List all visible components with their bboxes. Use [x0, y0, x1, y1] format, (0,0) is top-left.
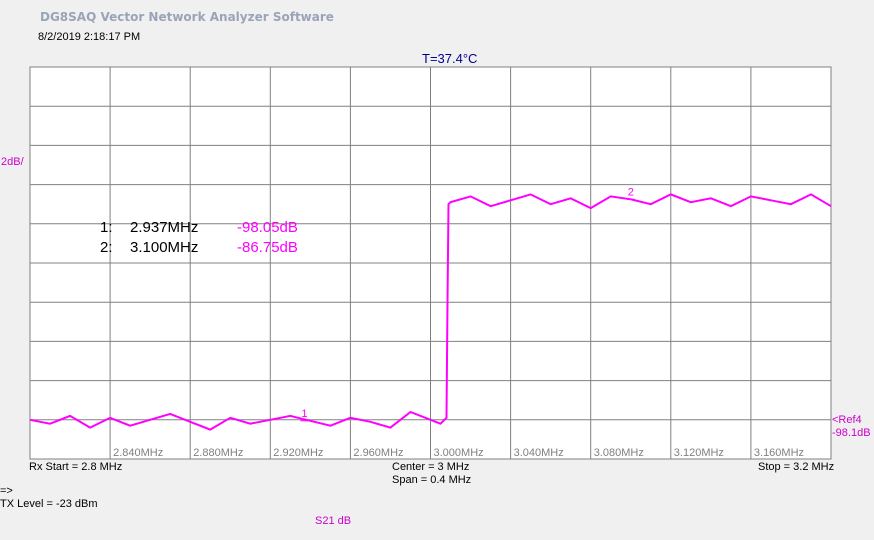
ref-label: <Ref4 [832, 414, 862, 426]
command-prompt[interactable]: => [0, 485, 13, 497]
x-tick-label: 2.840MHz [113, 447, 163, 459]
temperature-readout: T=37.4°C [422, 51, 478, 66]
plot-grid [30, 67, 831, 459]
s21-trace [29, 193, 832, 431]
marker-label: 1 [301, 408, 307, 420]
rx-start-label: Rx Start = 2.8 MHz [29, 461, 123, 473]
stop-label: Stop = 3.2 MHz [758, 461, 835, 473]
timestamp: 8/2/2019 2:18:17 PM [38, 31, 141, 43]
marker-value: -86.75dB [237, 239, 298, 256]
x-tick-label: 3.000MHz [434, 447, 484, 459]
x-tick-label: 2.920MHz [273, 447, 323, 459]
center-label: Center = 3 MHz [392, 461, 470, 473]
app-title: DG8SAQ Vector Network Analyzer Software [40, 10, 334, 24]
marker-frequency: 3.100MHz [130, 239, 198, 256]
marker-index: 2: [100, 239, 113, 256]
markers: 12 [300, 186, 635, 422]
x-tick-labels: 2.840MHz 2.880MHz 2.920MHz 2.960MHz 3.000MHz… [113, 447, 804, 459]
tx-level-label: TX Level = -23 dBm [0, 498, 98, 510]
trace-label: S21 dB [315, 515, 352, 527]
reference-label: <Ref4 -98.1dB [832, 414, 871, 440]
marker-frequency: 2.937MHz [130, 219, 198, 236]
x-tick-label: 3.040MHz [514, 447, 564, 459]
marker-label: 2 [628, 186, 634, 198]
marker-index: 1: [100, 219, 113, 236]
marker-readout: 1: 2.937MHz -98.05dB 2: 3.100MHz -86.75dB [100, 219, 298, 256]
marker-value: -98.05dB [237, 219, 298, 236]
x-tick-label: 3.080MHz [594, 447, 644, 459]
x-tick-label: 2.880MHz [193, 447, 243, 459]
s21-trace-line [29, 193, 832, 431]
x-tick-label: 2.960MHz [353, 447, 403, 459]
x-tick-label: 3.120MHz [674, 447, 724, 459]
x-tick-label: 3.160MHz [754, 447, 804, 459]
ref-value: -98.1dB [832, 427, 871, 439]
span-label: Span = 0.4 MHz [392, 474, 472, 486]
scale-label: 2dB/ [1, 156, 24, 168]
